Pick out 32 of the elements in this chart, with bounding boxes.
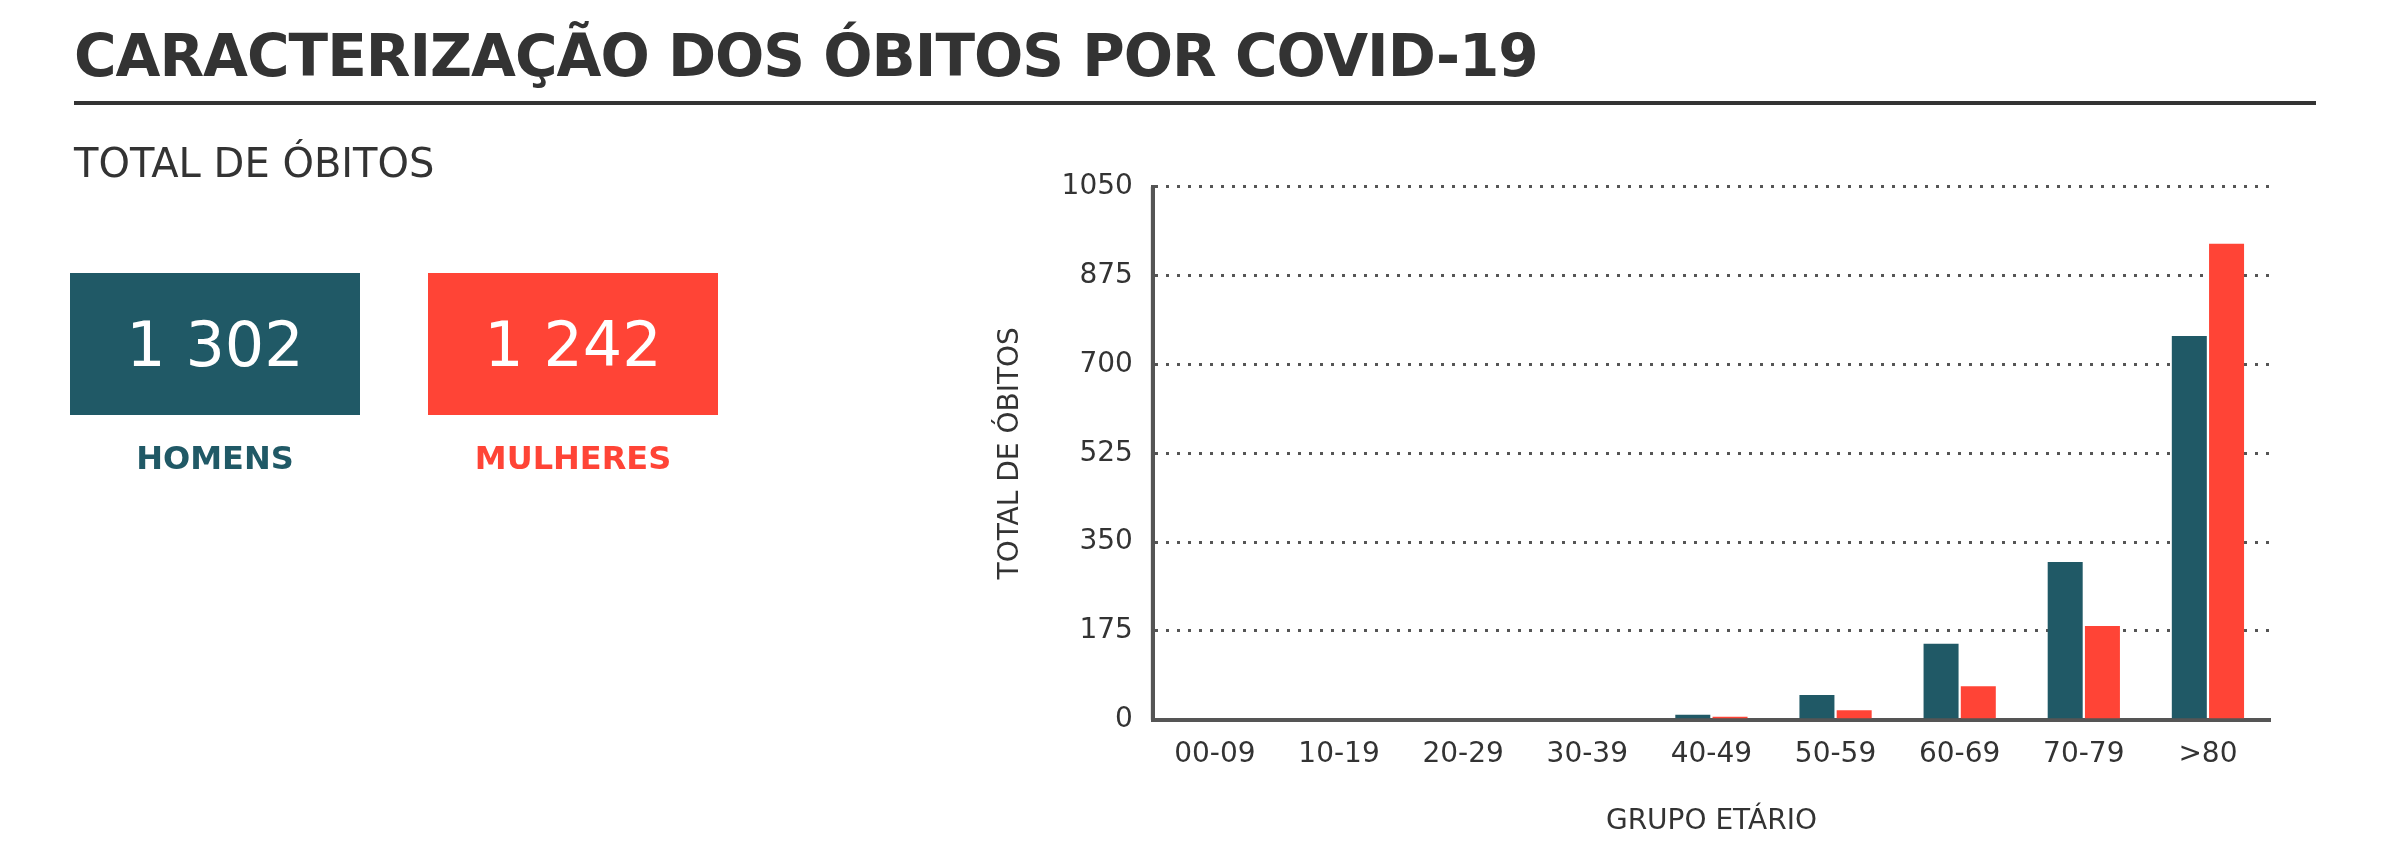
x-tick-label: 60-69: [1919, 735, 2001, 769]
bar: [1799, 694, 1835, 719]
text: 1 242: [428, 273, 718, 415]
bar: [1836, 710, 1872, 719]
bar: [2047, 561, 2083, 719]
x-tick-label: 40-49: [1670, 735, 1753, 769]
y-tick-label: 875: [1079, 256, 1133, 290]
x-tick-label: 50-59: [1794, 735, 1877, 769]
x-tick-label: 70-79: [2043, 735, 2125, 769]
x-tick-label: 20-29: [1422, 735, 1504, 769]
x-axis-title: GRUPO ETÁRIO: [1605, 802, 1817, 837]
bar: [2171, 336, 2207, 719]
text: TOTAL DE ÓBITOS: [74, 140, 435, 186]
y-axis-title: TOTAL DE ÓBITOS: [991, 327, 1026, 581]
x-tick-label: >80: [2178, 735, 2238, 769]
y-tick-label: 175: [1079, 612, 1133, 646]
bar: [2209, 243, 2245, 719]
y-tick-label: 350: [1079, 523, 1133, 557]
x-tick-label: 10-19: [1298, 735, 1380, 769]
y-tick-label: 700: [1079, 345, 1133, 379]
x-tick-label: 00-09: [1174, 735, 1256, 769]
bar: [2084, 625, 2120, 719]
chart-title: CARACTERIZAÇÃO DOS ÓBITOS POR COVID-19: [74, 22, 1538, 90]
x-tick-label: 30-39: [1546, 735, 1628, 769]
text: 1 302: [70, 273, 360, 415]
y-tick-label: 0: [1115, 701, 1133, 735]
bar: [1923, 643, 1959, 719]
y-tick-label: 1050: [1061, 168, 1133, 202]
y-tick-label: 525: [1079, 434, 1133, 468]
text: HOMENS: [135, 439, 295, 477]
text: MULHERES: [473, 439, 673, 477]
bar: [1960, 686, 1996, 719]
